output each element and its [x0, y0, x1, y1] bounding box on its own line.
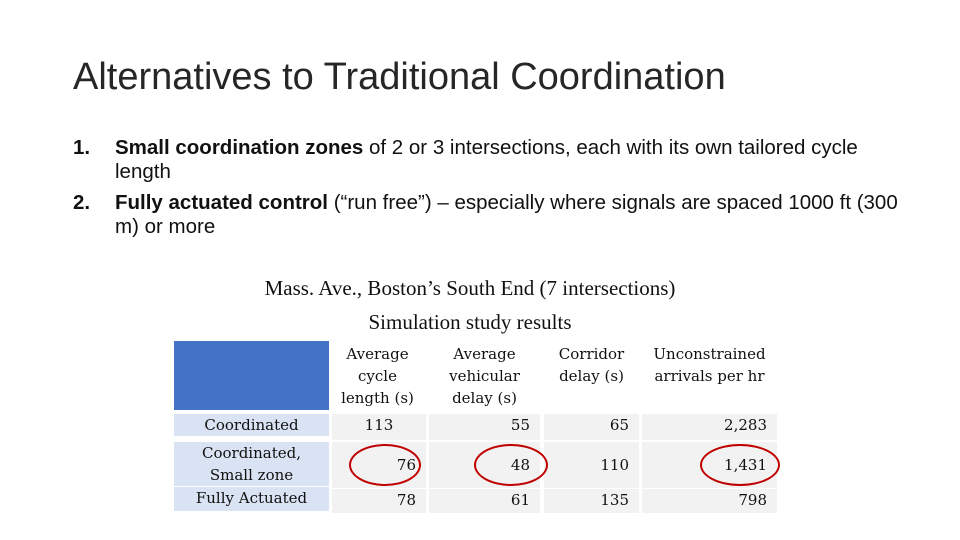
list-item: 2. Fully actuated control (“run free”) –… [73, 191, 903, 239]
item-bold-text: Fully actuated control [115, 191, 328, 214]
row-label: Coordinated, Small zone [174, 442, 329, 486]
table-cell: 65 [544, 414, 639, 440]
column-header: Unconstrained arrivals per hr [653, 345, 766, 385]
table-cell: 55 [429, 414, 540, 440]
column-header: Corridor delay (s) [558, 345, 625, 385]
highlight-circle [700, 444, 780, 486]
column-header: Average cycle length (s) [341, 345, 414, 407]
table-cell: 78 [332, 489, 426, 513]
table-caption-line2: Simulation study results [368, 310, 572, 334]
table-cell: 113 [332, 414, 426, 440]
column-header: Average vehicular delay (s) [449, 345, 520, 407]
item-text: (“run free”) – especially where signals … [115, 191, 898, 238]
row-label: Coordinated [174, 414, 329, 436]
table-cell: 2,283 [642, 414, 777, 440]
item-bold-text: Small coordination zones [115, 136, 364, 159]
header-corner [174, 341, 329, 410]
row-label: Fully Actuated [174, 487, 329, 511]
highlight-circle [474, 444, 548, 486]
table-cell: 798 [642, 489, 777, 513]
item-text: of 2 or 3 intersections, each with its o… [115, 136, 858, 183]
highlight-circle [349, 444, 421, 486]
table-cell: 110 [544, 442, 639, 488]
table-cell: 135 [544, 489, 639, 513]
slide-title: Alternatives to Traditional Coordination [73, 56, 726, 98]
table-cell: 61 [429, 489, 540, 513]
list-item: 1. Small coordination zones of 2 or 3 in… [73, 136, 903, 184]
item-number: 1. [73, 136, 91, 159]
table-caption-line1: Mass. Ave., Boston’s South End (7 inters… [264, 276, 676, 300]
bullet-list: 1. Small coordination zones of 2 or 3 in… [73, 136, 903, 246]
item-number: 2. [73, 191, 91, 214]
